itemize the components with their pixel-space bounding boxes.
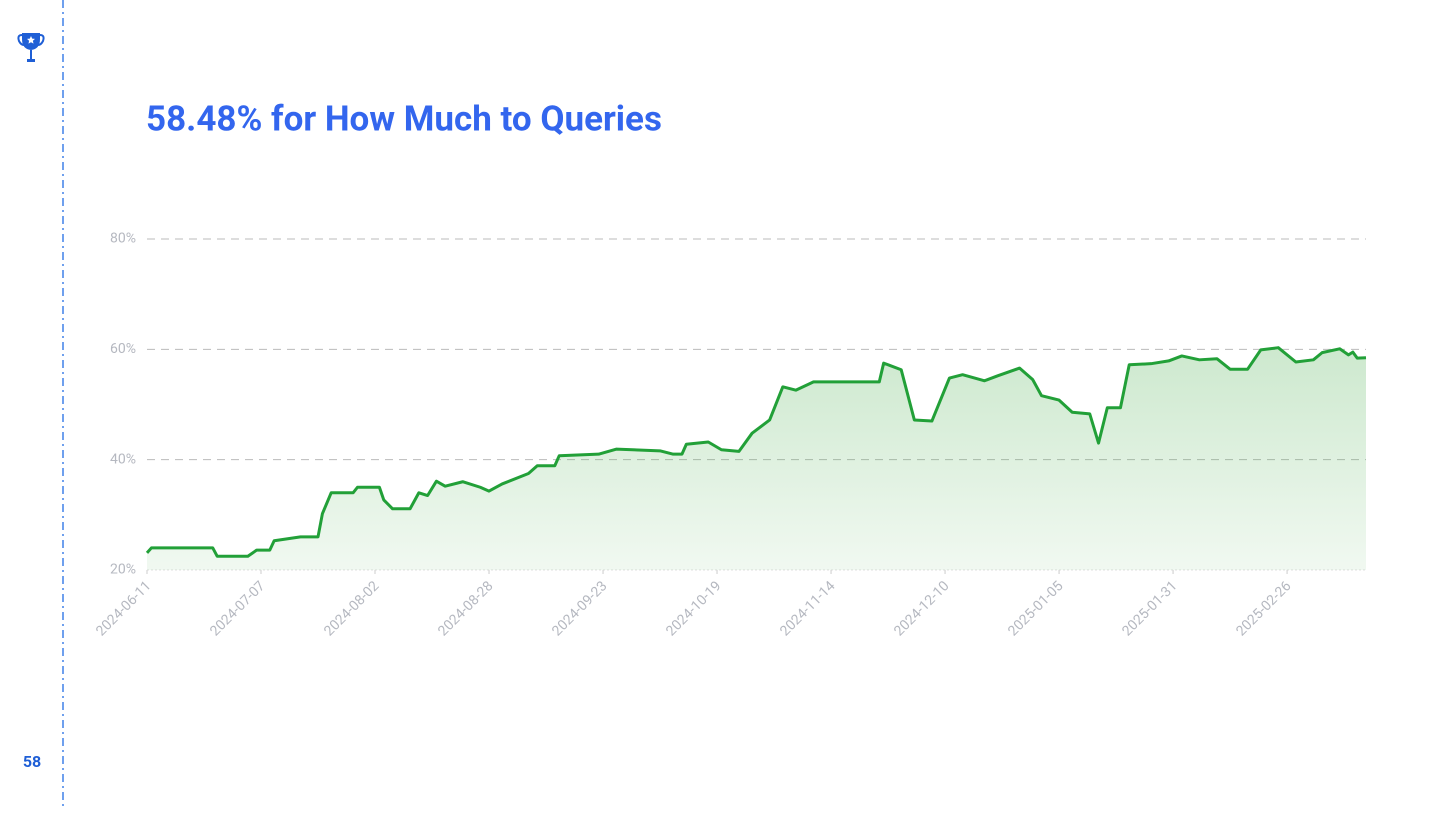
x-tick-label: 2024-08-02: [321, 578, 382, 639]
x-tick-label: 2024-07-07: [207, 578, 268, 639]
x-tick-label: 2024-10-19: [663, 578, 724, 639]
x-tick-label: 2025-01-05: [1005, 578, 1066, 639]
line: [145, 346, 1367, 558]
y-tick-label: 60%: [110, 341, 136, 357]
x-tick-label: 2024-11-14: [777, 578, 838, 639]
x-tick-label: 2024-06-11: [93, 578, 154, 639]
x-tick-label: 2024-12-10: [891, 578, 952, 639]
y-tick-label: 80%: [110, 231, 136, 247]
x-tick-label: 2024-09-23: [549, 578, 610, 639]
chart-title: 58.48% for How Much to Queries: [146, 98, 662, 139]
y-tick-label: 20%: [110, 562, 136, 578]
area-fill: [147, 347, 1366, 570]
x-tick-label: 2024-08-28: [435, 578, 496, 639]
x-tick-label: 2025-01-31: [1119, 578, 1180, 639]
y-tick-label: 40%: [110, 451, 136, 467]
trophy-icon: [17, 33, 45, 62]
slide-number: 58: [23, 752, 41, 771]
x-tick-label: 2025-02-26: [1233, 578, 1294, 639]
